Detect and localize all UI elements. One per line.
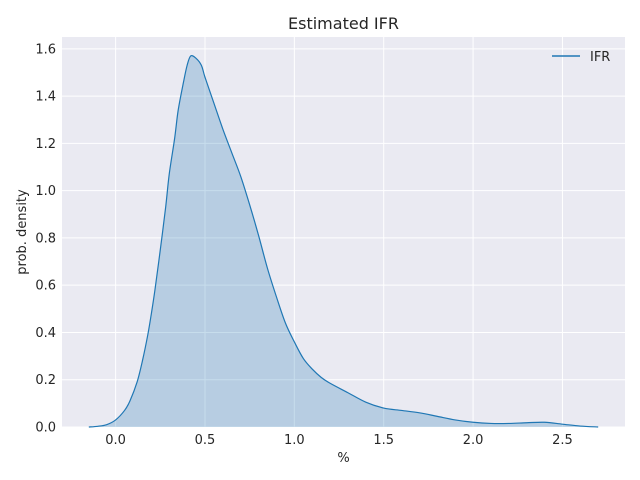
y-tick-label: 0.0 [35, 421, 56, 436]
x-tick-label: 2.5 [552, 433, 573, 448]
x-tick-label: 2.0 [463, 433, 484, 448]
x-tick-label: 0.5 [195, 433, 216, 448]
y-tick-label: 0.8 [35, 231, 56, 246]
x-axis-ticks: 0.0 0.5 1.0 1.5 2.0 2.5 [105, 433, 573, 448]
chart-title: Estimated IFR [288, 14, 399, 33]
y-tick-label: 1.0 [35, 184, 56, 199]
ifr-density-line [88, 54, 599, 428]
y-tick-label: 0.2 [35, 373, 56, 388]
y-tick-label: 1.2 [35, 137, 56, 152]
y-axis-label: prob. density [15, 189, 30, 275]
y-tick-label: 1.6 [35, 42, 56, 57]
x-tick-label: 0.0 [105, 433, 126, 448]
y-tick-label: 0.4 [35, 326, 56, 341]
plot-area [62, 37, 625, 427]
legend-label-ifr: IFR [590, 50, 610, 65]
ifr-density-fill [88, 55, 599, 427]
x-grid [115, 37, 563, 427]
legend: IFR [552, 50, 610, 65]
x-tick-label: 1.0 [284, 433, 305, 448]
y-axis-ticks: 0.0 0.2 0.4 0.6 0.8 1.0 1.2 1.4 1.6 [35, 42, 56, 435]
x-tick-label: 1.5 [373, 433, 394, 448]
y-tick-label: 0.6 [35, 279, 56, 294]
x-axis-label: % [337, 451, 349, 466]
y-tick-label: 1.4 [35, 90, 56, 105]
y-grid [62, 48, 625, 428]
